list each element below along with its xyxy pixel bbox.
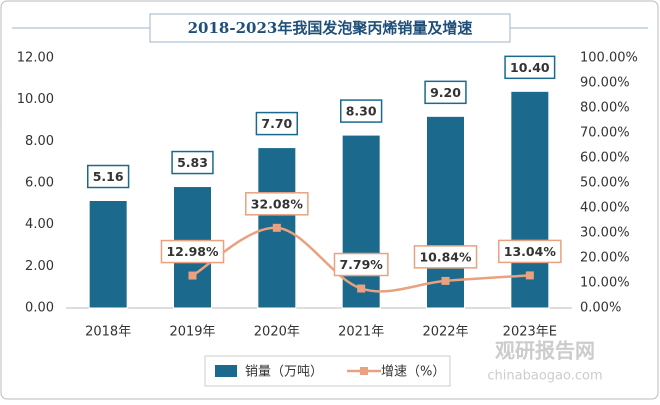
line-marker <box>188 271 197 280</box>
bar-label: 8.30 <box>346 104 377 119</box>
legend-label: 增速（%） <box>381 365 445 380</box>
line-label: 12.98% <box>166 244 219 259</box>
x-tick-label: 2021年 <box>338 325 384 340</box>
bar-label: 5.16 <box>93 169 124 184</box>
y2-tick-label: 0.00% <box>580 301 621 316</box>
y2-tick-label: 10.00% <box>580 276 630 291</box>
bar-label-box <box>255 111 299 136</box>
watermark-url: chinabaogao.com <box>487 369 602 384</box>
line-marker <box>272 223 281 232</box>
legend-swatch <box>215 365 237 377</box>
y-tick-label: 6.00 <box>25 176 54 191</box>
bar-label-box <box>424 80 467 105</box>
bar-label-box <box>171 150 214 175</box>
y2-tick-label: 40.00% <box>580 201 630 216</box>
bar <box>88 200 128 309</box>
y-tick-label: 4.00 <box>25 217 54 232</box>
bar-label-box <box>339 99 383 123</box>
line-label: 13.04% <box>504 244 557 259</box>
bar <box>341 134 381 309</box>
line-label-box <box>333 252 389 277</box>
line-label-box <box>413 245 478 269</box>
line-marker <box>525 271 534 280</box>
line-label: 7.79% <box>339 257 383 272</box>
bar-label: 10.40 <box>510 60 550 75</box>
line-label: 10.84% <box>419 249 472 264</box>
y-tick-label: 8.00 <box>25 134 54 149</box>
bar-label: 5.83 <box>177 155 208 170</box>
y2-tick-label: 60.00% <box>580 151 630 166</box>
line-label-box <box>498 239 562 264</box>
watermark-brand: 观研报告网 <box>495 339 595 363</box>
y-tick-label: 2.00 <box>25 259 54 274</box>
y2-tick-label: 30.00% <box>580 226 630 241</box>
y2-tick-label: 50.00% <box>580 176 630 191</box>
bar-label: 9.20 <box>430 85 461 100</box>
line-marker <box>441 276 450 285</box>
x-tick-label: 2020年 <box>254 325 300 340</box>
bar-label: 7.70 <box>261 116 292 131</box>
y-tick-label: 10.00 <box>17 92 54 107</box>
legend-swatch-marker <box>360 367 369 375</box>
legend-label: 销量（万吨） <box>245 365 323 380</box>
y2-tick-label: 20.00% <box>580 251 630 266</box>
y2-tick-label: 80.00% <box>580 101 630 116</box>
bar <box>426 115 465 309</box>
bar-label-box <box>504 55 556 80</box>
line-marker <box>357 284 366 293</box>
line-label-box <box>245 192 309 216</box>
title-box <box>149 13 511 43</box>
line-label: 32.08% <box>251 196 304 211</box>
x-tick-label: 2023年E <box>503 325 557 340</box>
y-tick-label: 12.00 <box>17 51 54 66</box>
y2-tick-label: 70.00% <box>580 126 630 141</box>
legend-box <box>204 355 451 387</box>
line-label-box <box>160 239 225 264</box>
y2-tick-label: 100.00% <box>580 51 638 66</box>
y-tick-label: 0.00 <box>25 301 54 316</box>
chart-title: 2018-2023年我国发泡聚丙烯销量及增速 <box>188 19 473 37</box>
x-tick-label: 2018年 <box>85 325 131 340</box>
x-tick-label: 2022年 <box>422 325 468 340</box>
bar-label-box <box>86 164 130 189</box>
x-tick-label: 2019年 <box>169 325 215 340</box>
y2-tick-label: 90.00% <box>580 76 630 91</box>
